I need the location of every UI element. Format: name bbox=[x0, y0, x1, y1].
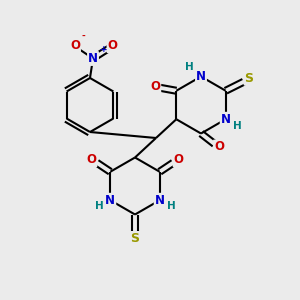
Text: O: O bbox=[214, 140, 224, 154]
Text: O: O bbox=[86, 153, 96, 166]
Text: N: N bbox=[88, 52, 98, 65]
Text: O: O bbox=[150, 80, 160, 93]
Text: N: N bbox=[155, 194, 165, 207]
Text: N: N bbox=[105, 194, 115, 207]
Text: +: + bbox=[100, 46, 107, 55]
Text: -: - bbox=[82, 32, 86, 41]
Text: N: N bbox=[221, 113, 231, 126]
Text: S: S bbox=[244, 72, 253, 85]
Text: H: H bbox=[167, 201, 176, 211]
Text: O: O bbox=[70, 39, 80, 52]
Text: N: N bbox=[196, 70, 206, 83]
Text: O: O bbox=[174, 153, 184, 166]
Text: S: S bbox=[130, 232, 140, 245]
Text: O: O bbox=[107, 39, 118, 52]
Text: H: H bbox=[184, 62, 194, 73]
Text: H: H bbox=[233, 121, 242, 131]
Text: H: H bbox=[94, 201, 103, 211]
